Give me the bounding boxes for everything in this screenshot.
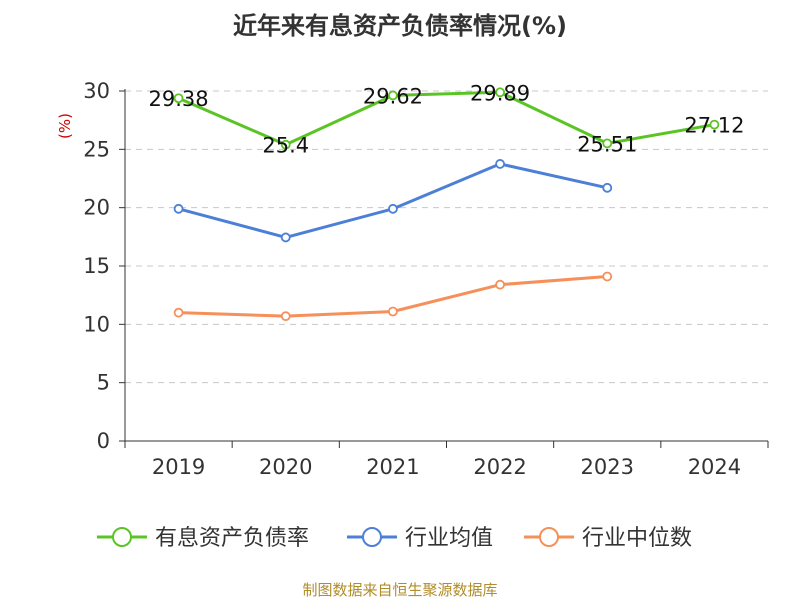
data-point[interactable] — [495, 159, 505, 169]
legend-marker — [112, 527, 132, 547]
y-axis-label: (%) — [56, 113, 74, 139]
legend-label: 有息资产负债率 — [155, 526, 309, 551]
series-line-0 — [177, 90, 715, 147]
legend-marker — [362, 527, 382, 547]
grid-lines — [125, 90, 768, 384]
source-note: 制图数据来自恒生聚源数据库 — [302, 581, 497, 599]
data-label: 25.4 — [262, 134, 309, 158]
x-tick-label: 2023 — [581, 455, 634, 479]
data-point[interactable] — [173, 93, 184, 104]
y-tick-label: 25 — [83, 137, 110, 161]
data-point[interactable] — [602, 271, 613, 282]
data-point[interactable] — [173, 203, 184, 214]
axes: 0 5 10 15 20 25 30 2019 2020 2021 2022 2023 2024 — [83, 79, 769, 479]
x-tick-label: 2020 — [259, 455, 312, 479]
y-tick-label: 30 — [83, 79, 110, 103]
chart-title: 近年来有息资产负债率情况(%) — [233, 12, 567, 40]
x-tick-label: 2021 — [366, 455, 419, 479]
legend-label: 行业均值 — [405, 526, 493, 551]
data-point[interactable] — [602, 138, 613, 149]
data-point[interactable] — [280, 311, 291, 322]
x-tick-label: 2024 — [688, 455, 741, 479]
data-point[interactable] — [388, 90, 398, 101]
legend-label: 行业中位数 — [582, 526, 692, 551]
data-label: 29.89 — [470, 81, 530, 105]
y-tick-label: 5 — [97, 371, 110, 395]
y-tick-label: 20 — [83, 196, 110, 220]
data-label: 29.38 — [149, 87, 209, 111]
y-tick-label: 15 — [83, 254, 110, 278]
y-tick-label: 0 — [97, 429, 110, 453]
data-point[interactable] — [280, 232, 291, 243]
legend-item-1[interactable]: 行业均值 — [347, 526, 493, 551]
legend-item-2[interactable]: 行业中位数 — [524, 526, 692, 551]
data-point[interactable] — [388, 203, 398, 214]
x-tick-label: 2019 — [152, 455, 205, 479]
series-line-1 — [178, 162, 608, 239]
data-label: 25.51 — [577, 132, 637, 156]
y-tick-label: 10 — [83, 312, 110, 336]
data-label: 27.12 — [684, 114, 744, 138]
data-label: 29.62 — [363, 84, 423, 108]
legend-item-0[interactable]: 有息资产负债率 — [97, 526, 309, 551]
data-point[interactable] — [709, 119, 720, 130]
data-point[interactable] — [388, 306, 398, 317]
data-point[interactable] — [495, 279, 505, 290]
data-point[interactable] — [602, 182, 613, 193]
data-labels: 29.38 25.4 29.62 29.89 25.51 27.12 — [149, 81, 745, 157]
legend-marker — [539, 527, 559, 547]
data-point[interactable] — [173, 307, 184, 318]
legend[interactable]: 有息资产负债率 行业均值 行业中位数 — [97, 526, 692, 551]
data-point[interactable] — [280, 139, 291, 150]
x-tick-label: 2022 — [473, 455, 526, 479]
data-point[interactable] — [495, 87, 505, 98]
series-lines — [173, 87, 720, 322]
